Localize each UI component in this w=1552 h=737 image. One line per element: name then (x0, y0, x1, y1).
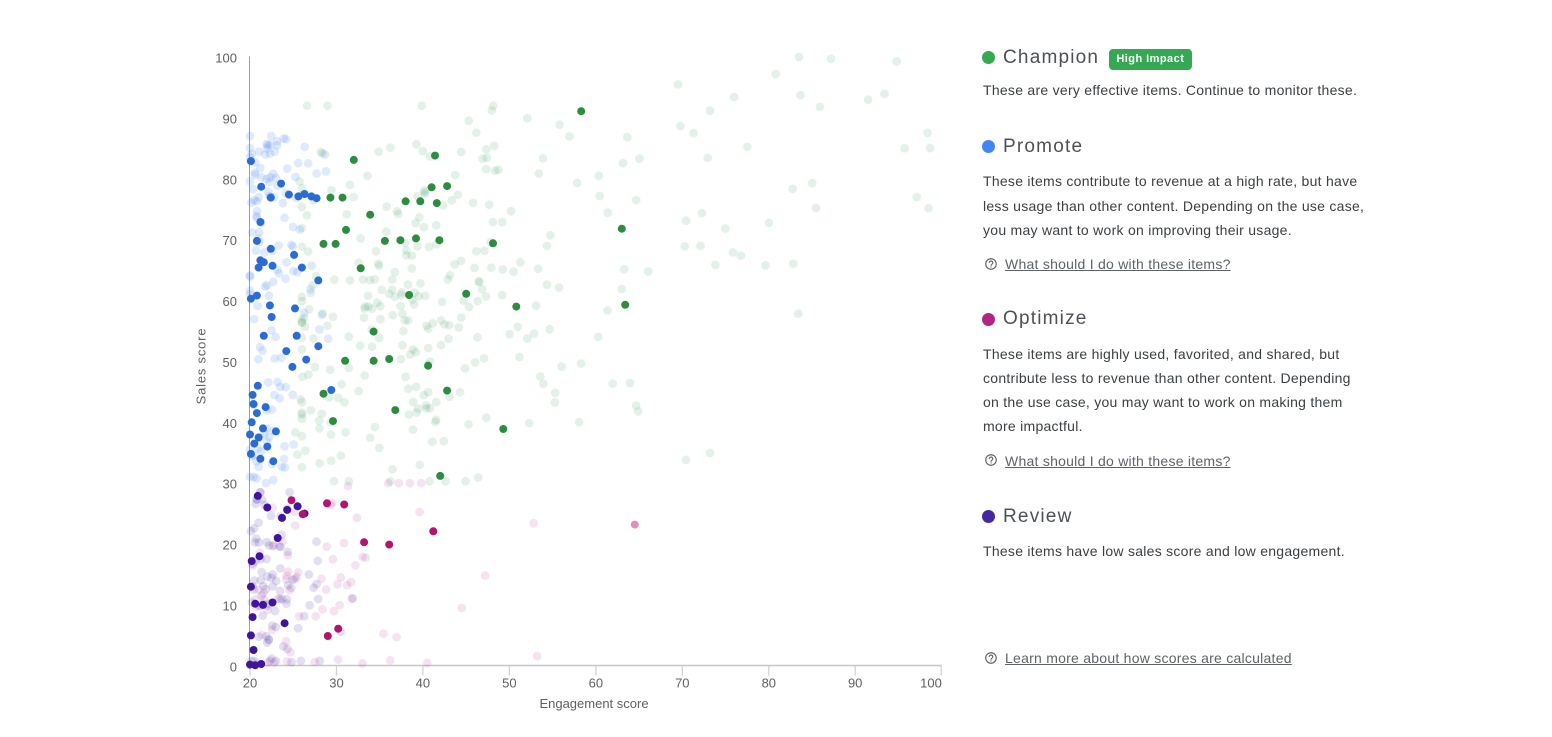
svg-text:40: 40 (416, 675, 430, 690)
svg-text:30: 30 (329, 675, 343, 690)
svg-text:70: 70 (675, 675, 689, 690)
svg-text:Sales score: Sales score (194, 328, 209, 405)
svg-text:20: 20 (243, 675, 257, 690)
svg-text:60: 60 (589, 675, 603, 690)
svg-text:80: 80 (762, 675, 776, 690)
svg-text:100: 100 (215, 51, 237, 66)
svg-text:50: 50 (502, 675, 516, 690)
svg-text:60: 60 (223, 294, 237, 309)
svg-text:0: 0 (230, 659, 237, 674)
svg-text:100: 100 (920, 675, 942, 690)
svg-text:40: 40 (223, 416, 237, 431)
svg-text:Engagement score: Engagement score (539, 696, 648, 711)
svg-text:50: 50 (223, 355, 237, 370)
svg-text:90: 90 (223, 111, 237, 126)
svg-text:30: 30 (223, 477, 237, 492)
svg-text:80: 80 (223, 172, 237, 187)
svg-text:70: 70 (223, 233, 237, 248)
svg-text:10: 10 (223, 598, 237, 613)
svg-text:20: 20 (223, 538, 237, 553)
svg-text:90: 90 (848, 675, 862, 690)
